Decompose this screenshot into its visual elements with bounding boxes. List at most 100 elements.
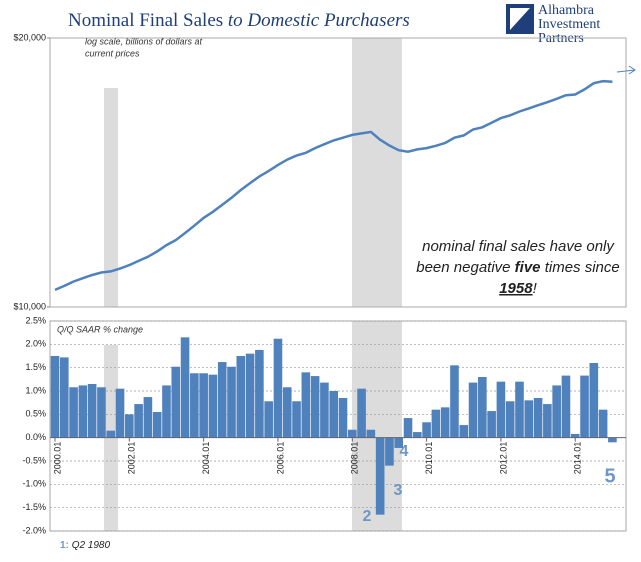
x-tick-label: 2014.01 — [573, 442, 583, 475]
bar — [561, 375, 571, 438]
annotation-part: been negative — [416, 259, 510, 276]
plot-frame — [49, 37, 627, 308]
bar — [385, 437, 394, 466]
x-tick-label: 2000.01 — [52, 442, 62, 475]
x-tick-label: 2006.01 — [275, 442, 285, 475]
bar — [245, 353, 255, 438]
bar — [533, 398, 543, 438]
bar — [515, 381, 524, 438]
annotation-part: ! — [533, 280, 538, 297]
x-tick-label: 2002.01 — [127, 442, 137, 475]
annotation-bold: five — [515, 259, 541, 276]
y-tick-label: -1.0% — [22, 479, 46, 489]
annotation-line: nominal final sales have only — [422, 238, 615, 255]
bar — [310, 376, 320, 438]
event-marker: 2 — [363, 508, 372, 525]
bar — [255, 349, 264, 438]
y-tick-label: 2.0% — [25, 339, 46, 349]
y-tick-label: -2.0% — [22, 525, 46, 535]
continuation-arrow — [616, 65, 636, 75]
bar — [598, 409, 608, 438]
axis-note: Q/Q SAAR % change — [57, 324, 143, 334]
bar — [543, 404, 552, 438]
x-tick-label: 2012.01 — [498, 442, 508, 475]
bar — [440, 407, 450, 438]
event-marker: 5 — [604, 465, 615, 487]
logo: Alhambra Investment Partners — [506, 3, 600, 46]
y-tick-label: $10,000 — [13, 301, 46, 311]
bar — [478, 377, 487, 438]
annotation-line: 1958! — [499, 280, 537, 297]
bar — [282, 387, 292, 438]
x-tick-label: 2010.01 — [424, 442, 434, 475]
y-tick-label: 0.0% — [25, 432, 46, 442]
bar — [329, 391, 338, 438]
annotation-line: been negative five times since — [416, 259, 619, 276]
y-tick-label: $20,000 — [13, 32, 46, 42]
bar — [552, 385, 561, 438]
bar — [115, 388, 125, 438]
bar — [134, 404, 143, 438]
bar — [190, 373, 199, 438]
logo-text: Partners — [538, 31, 584, 46]
y-tick-label: 2.5% — [25, 315, 46, 325]
x-tick-label: 2004.01 — [201, 442, 211, 475]
bar — [422, 422, 431, 438]
chart-title: Nominal Final Sales to Domestic Purchase… — [68, 10, 410, 31]
footnote-text: Q2 1980 — [72, 540, 111, 551]
bar — [589, 363, 599, 438]
axis-note: log scale, billions of dollars at — [85, 36, 203, 46]
y-tick-label: -1.5% — [22, 502, 46, 512]
bar — [264, 401, 273, 438]
bar — [171, 366, 181, 438]
bar — [78, 385, 88, 438]
bar — [403, 418, 413, 438]
bar — [580, 375, 589, 438]
bar — [347, 429, 357, 438]
axis-note: current prices — [85, 48, 140, 58]
y-tick-label: 0.5% — [25, 409, 46, 419]
bar — [608, 437, 617, 443]
bar — [143, 397, 153, 438]
y-tick-label: 1.0% — [25, 385, 46, 395]
bar — [59, 357, 69, 438]
logo-text: Investment — [538, 17, 600, 32]
bar — [394, 437, 404, 448]
bar — [431, 409, 441, 438]
y-tick-label: -0.5% — [22, 455, 46, 465]
bar — [236, 356, 246, 438]
bar — [292, 401, 301, 438]
bar — [106, 430, 116, 438]
bar — [375, 437, 385, 515]
bar — [273, 338, 283, 438]
bar — [338, 398, 348, 438]
recession-shade — [352, 38, 402, 307]
footnote: 1: Q2 1980 — [60, 540, 110, 551]
annotation-part: times since — [545, 259, 620, 276]
bar — [69, 387, 78, 438]
bar — [125, 414, 134, 438]
bar — [227, 366, 236, 438]
event-marker: 4 — [400, 443, 409, 460]
bar — [180, 337, 190, 438]
y-tick-label: 1.5% — [25, 362, 46, 372]
bar — [468, 382, 478, 438]
bar — [496, 381, 506, 438]
data-line — [54, 79, 613, 292]
bar — [152, 412, 162, 438]
bar — [97, 387, 106, 438]
bar — [208, 374, 218, 438]
annotation-underlined: 1958 — [499, 280, 533, 297]
bar — [357, 388, 366, 438]
bar — [505, 401, 515, 438]
bar — [87, 384, 97, 438]
bar — [366, 429, 376, 438]
bar — [301, 372, 311, 438]
bar — [487, 411, 496, 438]
bar — [413, 432, 422, 438]
bar — [217, 362, 227, 438]
bar — [320, 382, 329, 438]
title-text: Nominal Final Sales — [68, 10, 223, 31]
bar — [524, 400, 534, 438]
